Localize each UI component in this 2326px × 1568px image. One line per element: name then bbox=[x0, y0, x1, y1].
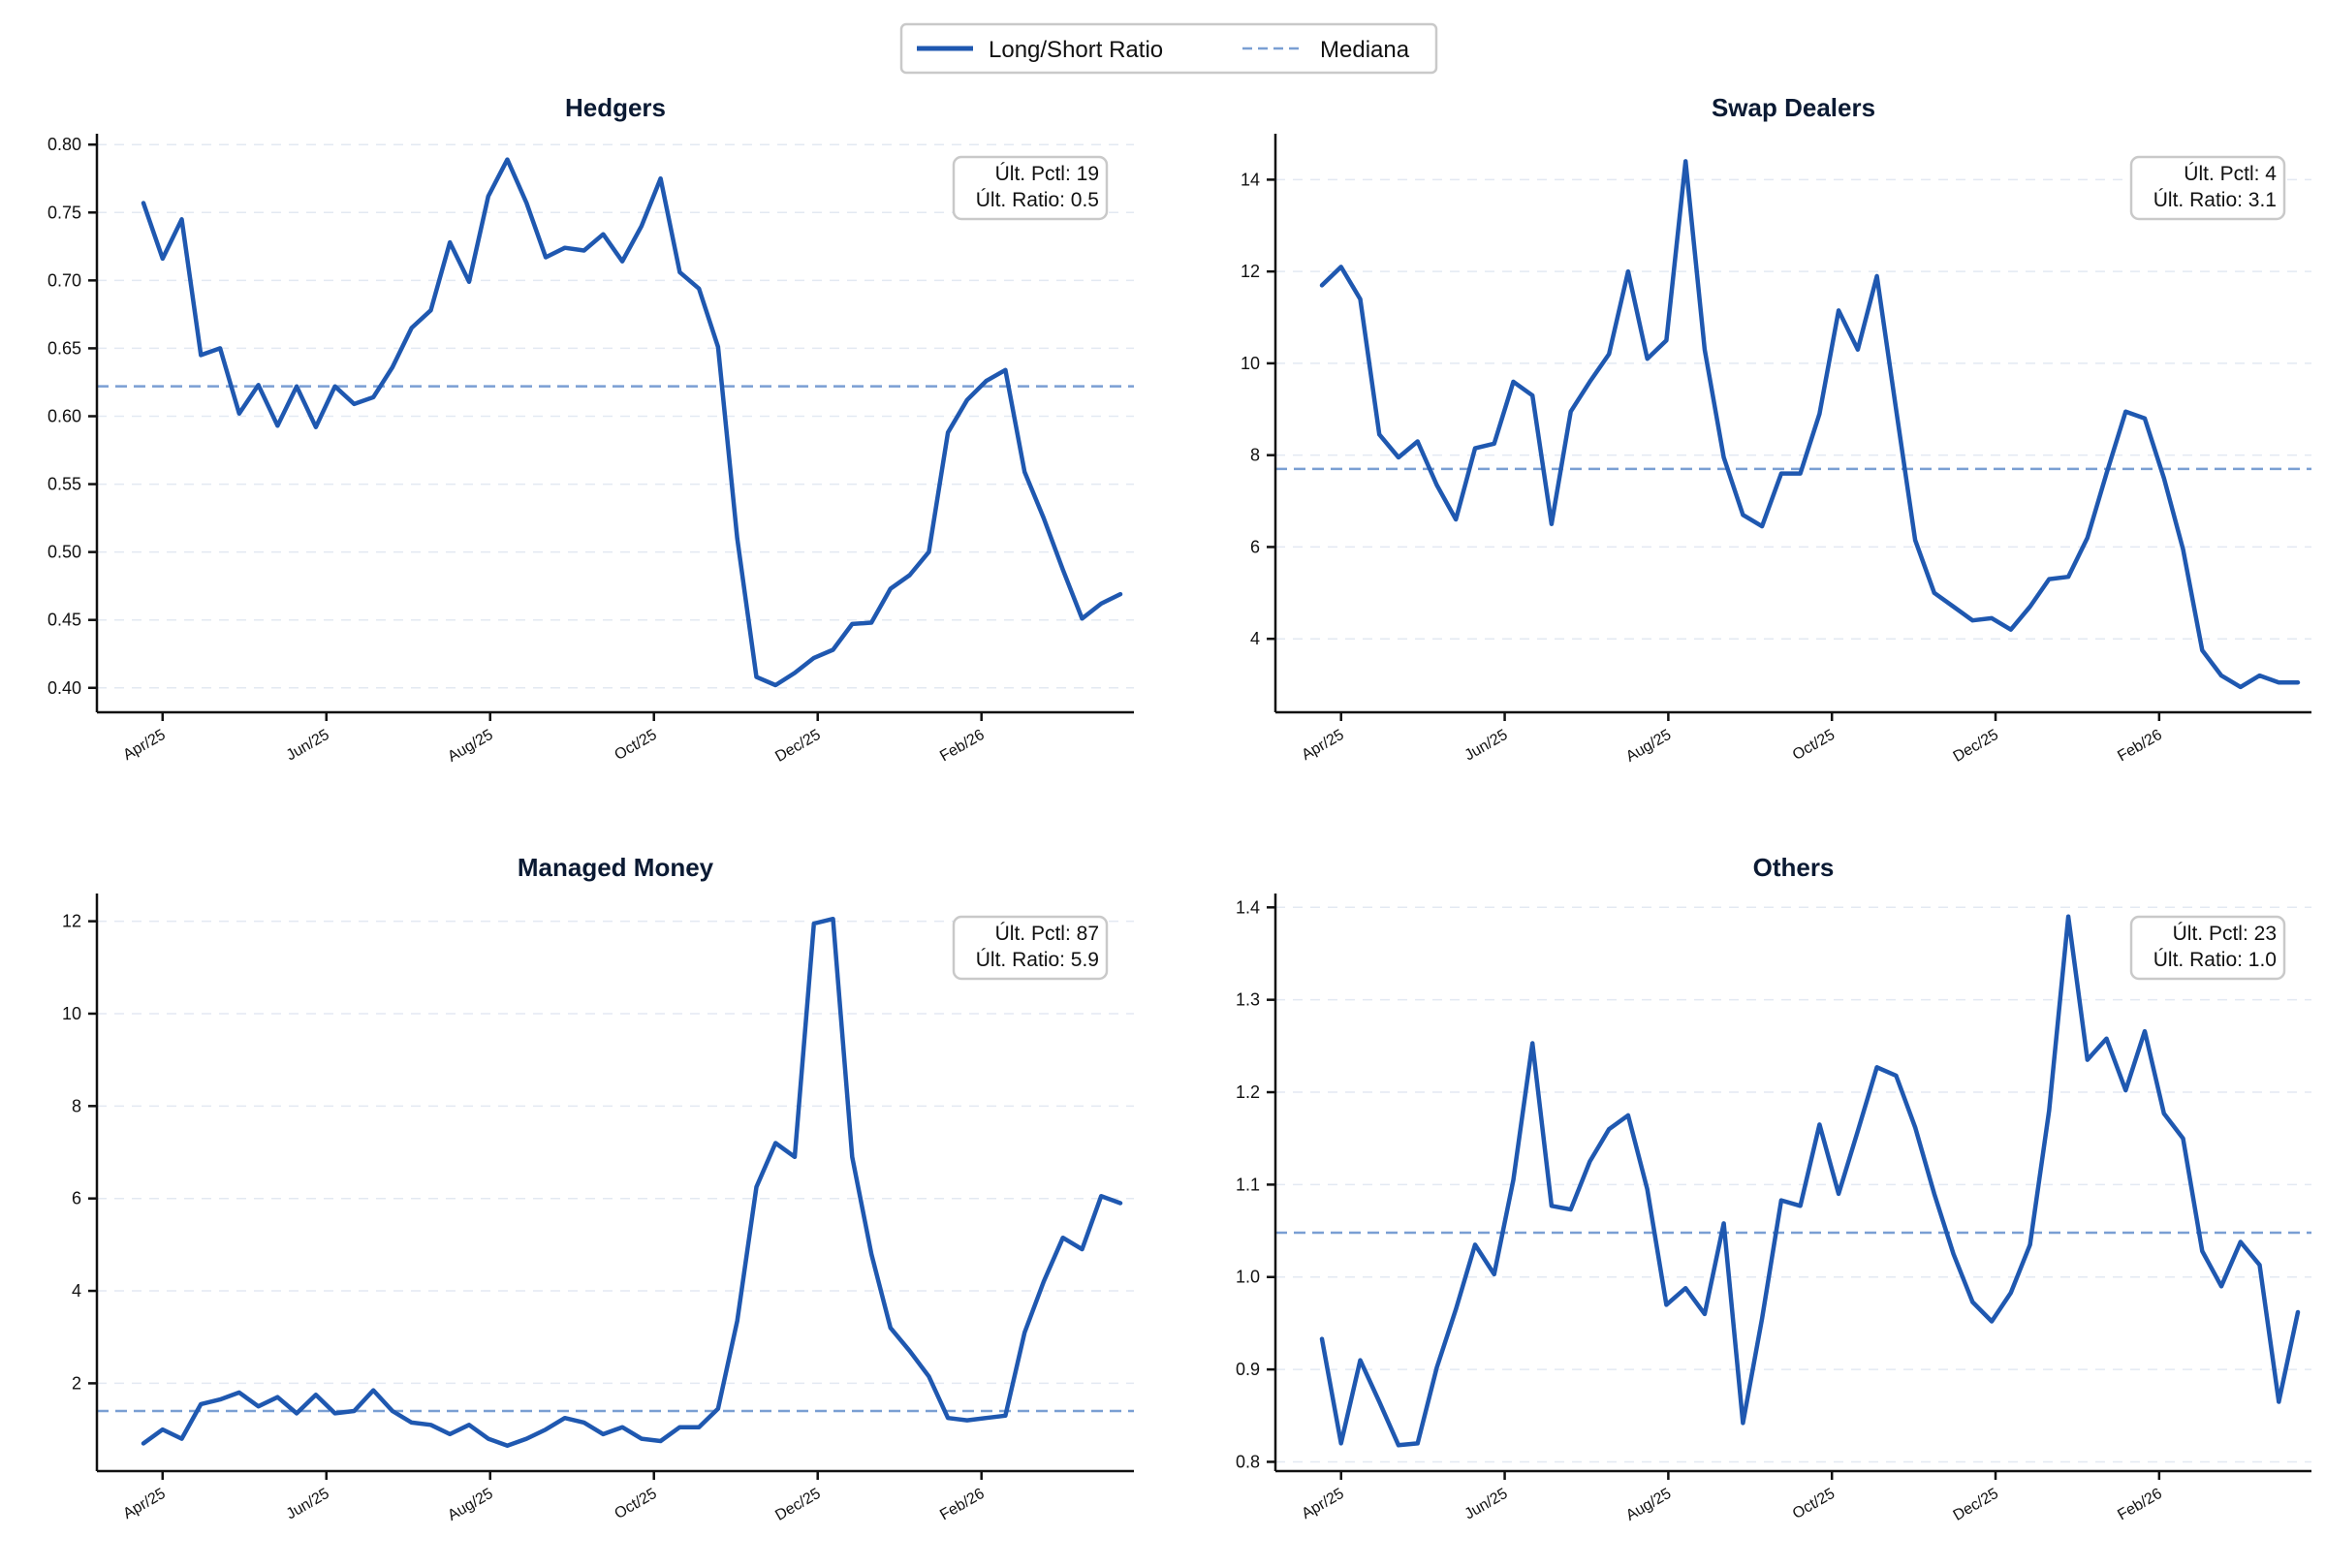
y-tick-label: 8 bbox=[72, 1096, 81, 1115]
x-tick-label: Oct/25 bbox=[612, 727, 659, 764]
y-tick-label: 1.0 bbox=[1236, 1268, 1260, 1287]
x-tick-label: Aug/25 bbox=[1623, 1486, 1675, 1524]
y-tick-label: 4 bbox=[1250, 629, 1260, 648]
panel-title: Swap Dealers bbox=[1712, 93, 1875, 122]
y-tick-label: 0.9 bbox=[1236, 1360, 1260, 1379]
x-tick-label: Jun/25 bbox=[1462, 1486, 1510, 1523]
y-tick-label: 0.40 bbox=[47, 678, 81, 698]
panel-hedgers: Hedgers 0.40 0.45 0.50 0.55 0.60 0.65 0.70 0.75 0… bbox=[47, 93, 1134, 766]
panel-title: Hedgers bbox=[565, 93, 666, 122]
y-tick-label: 8 bbox=[1250, 446, 1260, 465]
series-line bbox=[141, 916, 1123, 1449]
annotation-box bbox=[952, 155, 1109, 221]
panel-managed-money: Managed Money 2 4 6 8 10 12 Apr/25 Jun/25 Aug/25 O… bbox=[62, 853, 1134, 1524]
x-tick-label: Oct/25 bbox=[1790, 727, 1838, 764]
y-tick-label: 1.3 bbox=[1236, 990, 1260, 1010]
x-tick-label: Jun/25 bbox=[284, 1486, 332, 1523]
y-tick-label: 1.4 bbox=[1236, 897, 1260, 917]
x-tick-label: Aug/25 bbox=[445, 727, 496, 766]
x-tick-label: Apr/25 bbox=[1299, 727, 1346, 764]
annotation-percentile: Últ. Pctl: 4 bbox=[2184, 163, 2277, 185]
panel-title: Managed Money bbox=[518, 853, 714, 882]
panel-swap-dealers: Swap Dealers 4 6 8 10 12 14 Apr/25 Jun/25 Aug/25 O… bbox=[1241, 93, 2311, 766]
x-tick-label: Jun/25 bbox=[284, 727, 332, 765]
x-tick-label: Feb/26 bbox=[2115, 1486, 2165, 1524]
annotation-percentile: Últ. Pctl: 87 bbox=[995, 923, 1099, 945]
y-tick-label: 6 bbox=[72, 1189, 81, 1208]
x-tick-label: Dec/25 bbox=[772, 727, 823, 766]
x-tick-label: Apr/25 bbox=[120, 1486, 168, 1522]
y-tick-label: 0.65 bbox=[47, 338, 81, 358]
y-tick-label: 4 bbox=[72, 1281, 81, 1301]
legend: Long/Short Ratio Mediana bbox=[899, 22, 1438, 75]
x-tick-label: Aug/25 bbox=[1623, 727, 1675, 766]
x-tick-label: Jun/25 bbox=[1462, 727, 1510, 765]
panel-title: Others bbox=[1753, 853, 1835, 882]
y-tick-label: 0.75 bbox=[47, 203, 81, 222]
y-tick-label: 6 bbox=[1250, 537, 1260, 556]
x-tick-label: Dec/25 bbox=[772, 1486, 823, 1524]
annotation-percentile: Últ. Pctl: 23 bbox=[2173, 923, 2277, 945]
x-tick-label: Dec/25 bbox=[1951, 1486, 2001, 1524]
annotation: Últ. Pctl: 23 Últ. Ratio: 1.0 bbox=[2129, 915, 2286, 981]
y-tick-label: 0.80 bbox=[47, 135, 81, 154]
x-tick-label: Feb/26 bbox=[937, 727, 988, 766]
x-tick-label: Aug/25 bbox=[445, 1486, 496, 1524]
y-tick-label: 1.1 bbox=[1236, 1175, 1260, 1194]
series-line bbox=[1319, 159, 2301, 690]
y-tick-label: 10 bbox=[1241, 354, 1260, 373]
y-tick-label: 0.45 bbox=[47, 611, 81, 630]
legend-median-label: Mediana bbox=[1320, 37, 1410, 63]
annotation-ratio: Últ. Ratio: 0.5 bbox=[976, 189, 1099, 211]
annotation-ratio: Últ. Ratio: 3.1 bbox=[2153, 189, 2277, 211]
annotation: Últ. Pctl: 87 Últ. Ratio: 5.9 bbox=[952, 915, 1109, 981]
y-tick-label: 12 bbox=[62, 912, 81, 931]
y-tick-label: 1.2 bbox=[1236, 1082, 1260, 1102]
series-line bbox=[1319, 914, 2301, 1448]
y-tick-label: 0.55 bbox=[47, 475, 81, 494]
y-tick-label: 0.50 bbox=[47, 543, 81, 562]
panels: Hedgers 0.40 0.45 0.50 0.55 0.60 0.65 0.70 0.75 0… bbox=[47, 93, 2311, 1524]
annotation-ratio: Últ. Ratio: 5.9 bbox=[976, 949, 1099, 971]
y-tick-label: 10 bbox=[62, 1004, 81, 1023]
annotation-box bbox=[952, 915, 1109, 981]
legend-box bbox=[899, 22, 1438, 75]
x-tick-label: Oct/25 bbox=[1790, 1486, 1838, 1522]
y-tick-label: 0.70 bbox=[47, 270, 81, 290]
panel-others: Others 0.8 0.9 1.0 1.1 1.2 1.3 1.4 Apr/25 Jun/25 A… bbox=[1236, 853, 2311, 1524]
legend-series-label: Long/Short Ratio bbox=[989, 37, 1163, 63]
x-tick-label: Apr/25 bbox=[120, 727, 168, 764]
y-tick-label: 0.60 bbox=[47, 406, 81, 425]
y-tick-label: 12 bbox=[1241, 262, 1260, 281]
annotation: Últ. Pctl: 4 Últ. Ratio: 3.1 bbox=[2129, 155, 2286, 221]
x-tick-label: Feb/26 bbox=[2115, 727, 2165, 766]
annotation-box bbox=[2129, 155, 2286, 221]
annotation-box bbox=[2129, 915, 2286, 981]
x-tick-label: Dec/25 bbox=[1951, 727, 2001, 766]
x-tick-label: Apr/25 bbox=[1299, 1486, 1346, 1522]
x-tick-label: Oct/25 bbox=[612, 1486, 659, 1522]
annotation: Últ. Pctl: 19 Últ. Ratio: 0.5 bbox=[952, 155, 1109, 221]
y-tick-label: 0.8 bbox=[1236, 1452, 1260, 1471]
y-tick-label: 2 bbox=[72, 1373, 81, 1393]
annotation-percentile: Últ. Pctl: 19 bbox=[995, 163, 1099, 185]
x-tick-label: Feb/26 bbox=[937, 1486, 988, 1524]
series-line bbox=[141, 157, 1123, 688]
y-tick-label: 14 bbox=[1241, 170, 1260, 189]
annotation-ratio: Últ. Ratio: 1.0 bbox=[2153, 949, 2277, 971]
